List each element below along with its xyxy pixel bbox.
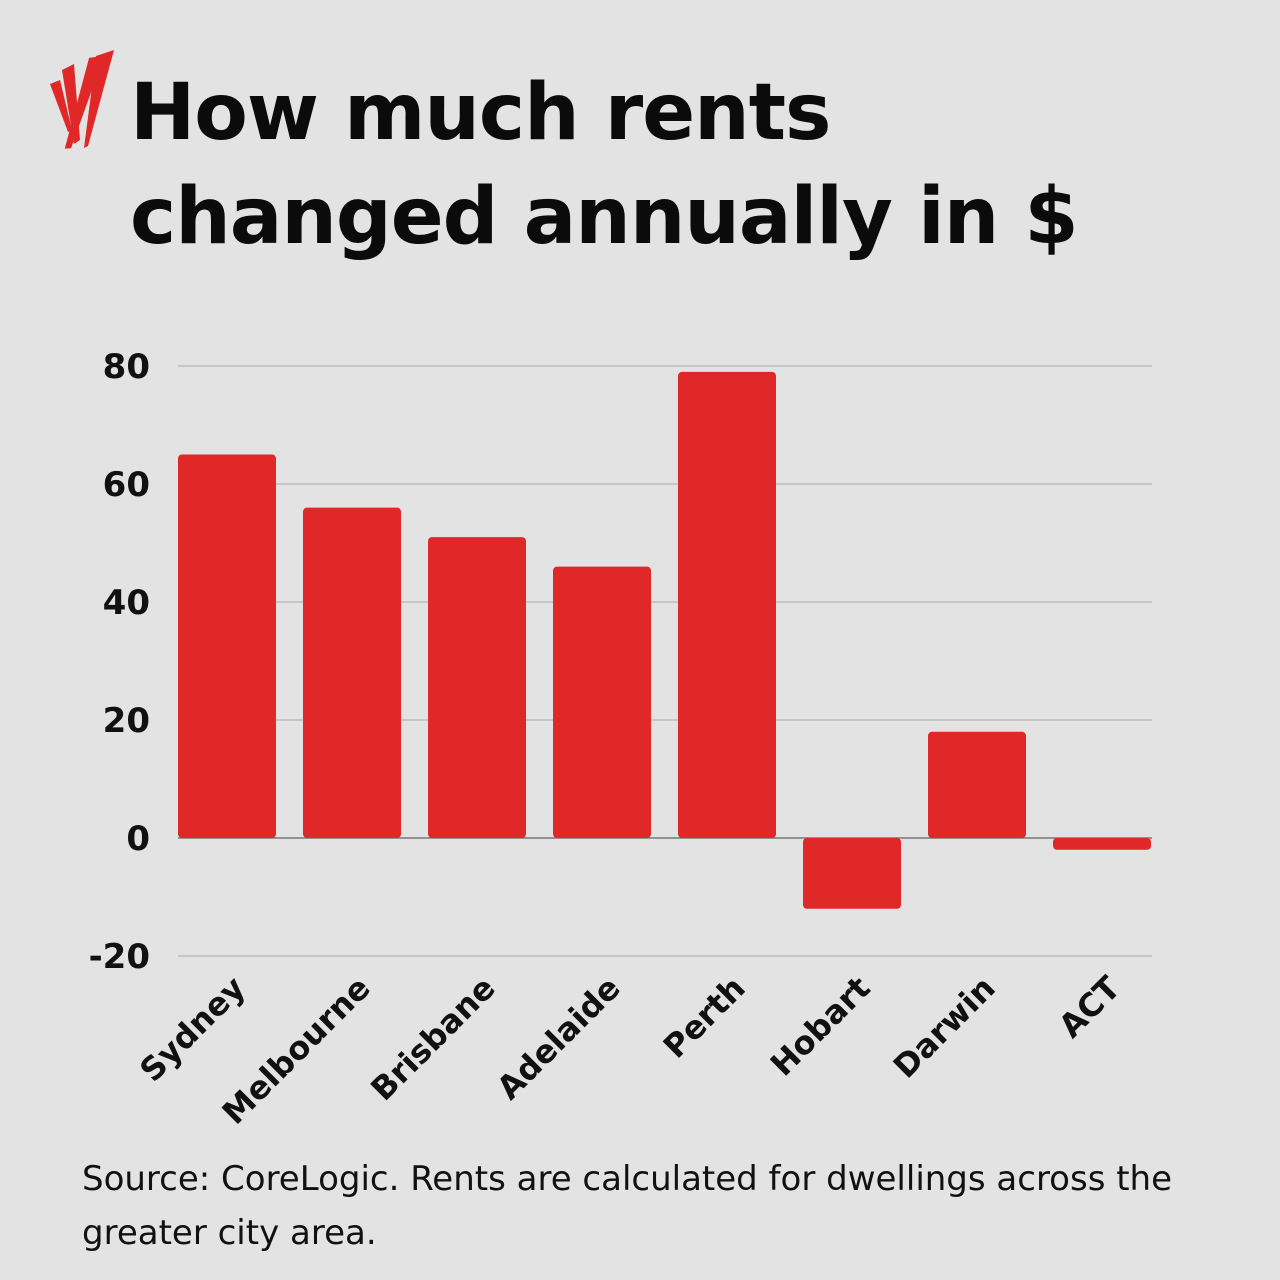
x-tick-label: Perth (656, 969, 753, 1066)
chart-title-line-1: How much rents (130, 68, 831, 158)
y-tick-label: -20 (89, 937, 150, 977)
y-tick-label: 80 (103, 347, 150, 387)
bar-chart: 806040200-20SydneyMelbourneBrisbaneAdela… (89, 347, 1152, 1132)
x-tick-label: ACT (1051, 969, 1128, 1046)
y-tick-label: 0 (126, 819, 150, 859)
sbs-logo-icon (50, 50, 114, 149)
bar-darwin (928, 731, 1026, 838)
y-tick-label: 20 (103, 701, 150, 741)
x-tick-label: Darwin (886, 969, 1003, 1086)
bar-hobart (803, 838, 901, 909)
source-note: Source: CoreLogic. Rents are calculated … (82, 1159, 1173, 1253)
x-tick-label: Sydney (132, 969, 252, 1089)
bar-act (1053, 838, 1151, 850)
chart-title-line-2: changed annually in $ (130, 172, 1079, 262)
bar-adelaide (553, 566, 651, 838)
bar-sydney (178, 454, 276, 838)
x-tick-label: Hobart (763, 969, 878, 1084)
bar-brisbane (428, 537, 526, 838)
x-tick-label: Adelaide (489, 969, 627, 1107)
x-tick-label: Brisbane (363, 969, 502, 1108)
y-tick-label: 40 (103, 583, 150, 623)
bar-melbourne (303, 507, 401, 838)
bar-perth (678, 371, 776, 838)
y-tick-label: 60 (103, 465, 150, 505)
